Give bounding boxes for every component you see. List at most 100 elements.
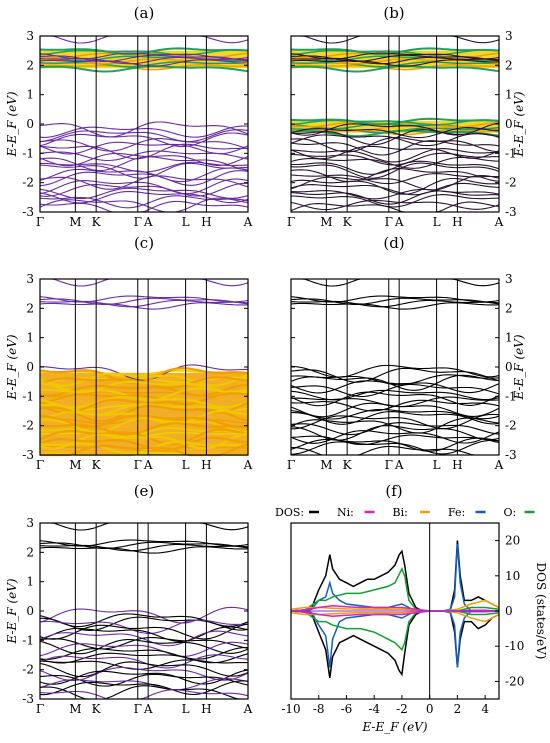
- xtick-label: 0: [426, 702, 434, 716]
- band-line: [39, 121, 249, 138]
- band-line: [290, 52, 500, 60]
- highlight-edge: [290, 47, 500, 55]
- band-line: [39, 132, 249, 148]
- ytick-label: 1: [505, 88, 513, 102]
- band-line: [290, 430, 500, 444]
- band-line: [39, 659, 249, 670]
- band-line: [40, 616, 249, 632]
- band-line: [39, 364, 248, 381]
- ytick-label: -3: [505, 205, 517, 219]
- highlight-line: [39, 49, 249, 56]
- dos-panel: DOS: Ni: Bi: Fe: O:-10 -8 -6 -4 -2 0 2 420100-10-20…: [275, 506, 548, 734]
- axis-ylabel: E-E_F (eV): [5, 334, 19, 400]
- kpath-label: A: [394, 458, 404, 472]
- ytick-label: -20: [505, 674, 524, 688]
- band-line: [291, 278, 500, 287]
- xtick-label: 2: [454, 702, 462, 716]
- kpath-label: A: [494, 215, 504, 229]
- band-line: [290, 140, 500, 156]
- band-line: [290, 302, 500, 310]
- band-line: [39, 182, 248, 197]
- kpath-label: M: [69, 215, 81, 229]
- kpath-label: M: [320, 458, 332, 472]
- kpath-label: M: [69, 458, 81, 472]
- band-line: [290, 402, 500, 418]
- highlight-edge: [290, 117, 500, 126]
- ytick-label: 3: [505, 29, 513, 43]
- ytick-label: 1: [505, 331, 513, 345]
- axis-ylabel: E-E_F (eV): [5, 578, 19, 644]
- band-line: [39, 403, 248, 416]
- band-line: [39, 195, 249, 209]
- dos-series-down-fe: [291, 610, 499, 668]
- band-line: [39, 150, 249, 162]
- band-line: [290, 367, 500, 383]
- band-line: [39, 678, 249, 691]
- band-line: [290, 417, 500, 434]
- dos-series-down-dos: [290, 610, 500, 679]
- band-line: [290, 194, 499, 208]
- ytick-label: 20: [505, 534, 520, 548]
- band-line: [39, 637, 249, 650]
- kpath-label: Γ: [385, 215, 393, 229]
- kpath-label: A: [143, 215, 153, 229]
- band-line: [39, 178, 249, 195]
- band-line: [39, 630, 249, 647]
- band-line: [39, 175, 249, 190]
- ytick-label: -1: [22, 389, 34, 403]
- legend-label: Fe:: [448, 506, 465, 519]
- band-line: [290, 201, 500, 213]
- ytick-label: -2: [505, 176, 517, 190]
- band-line: [39, 197, 249, 213]
- kpath-label: Γ: [134, 458, 142, 472]
- kpath-label: Γ: [36, 702, 44, 716]
- band-line: [290, 136, 500, 153]
- ytick-label: -1: [22, 146, 34, 160]
- band-line: [39, 417, 248, 434]
- highlight-edge: [290, 65, 500, 73]
- ytick-label: -2: [22, 419, 34, 433]
- kpath-label: A: [243, 215, 253, 229]
- kpath-label: L: [433, 215, 441, 229]
- legend-label: DOS:: [275, 506, 304, 519]
- ytick-label: 0: [26, 117, 34, 131]
- ytick-label: -2: [22, 663, 34, 677]
- band-line: [290, 127, 500, 139]
- band-line: [291, 35, 500, 44]
- band-line: [290, 156, 500, 169]
- band-line: [290, 422, 500, 436]
- panel-label-a: (a): [134, 4, 155, 22]
- dos-series-up-fe: [291, 544, 499, 612]
- band-line: [39, 661, 249, 678]
- band-line: [39, 685, 248, 700]
- xtick-label: -6: [341, 702, 353, 716]
- axis-ylabel: E-E_F (eV): [512, 334, 526, 400]
- kpath-label: L: [433, 458, 441, 472]
- band-line: [39, 167, 249, 183]
- dos-series-down-bi: [290, 610, 500, 623]
- kpath-label: L: [182, 458, 190, 472]
- kpath-label: Γ: [134, 215, 142, 229]
- xtick-label: -4: [368, 702, 380, 716]
- ytick-label: 2: [26, 301, 34, 315]
- band-line: [40, 35, 249, 44]
- band-line: [39, 673, 249, 687]
- ytick-label: 10: [505, 569, 520, 583]
- kpath-label: L: [182, 215, 190, 229]
- ytick-label: -1: [22, 633, 34, 647]
- band-line: [39, 156, 249, 172]
- highlight-edge: [39, 65, 249, 73]
- kpath-label: H: [452, 458, 462, 472]
- xtick-label: -10: [281, 702, 300, 716]
- xtick-label: -2: [396, 702, 408, 716]
- band-line: [39, 59, 249, 67]
- band-line: [290, 59, 500, 67]
- band-line: [290, 162, 500, 179]
- ytick-label: 3: [26, 29, 34, 43]
- kpath-label: A: [243, 702, 253, 716]
